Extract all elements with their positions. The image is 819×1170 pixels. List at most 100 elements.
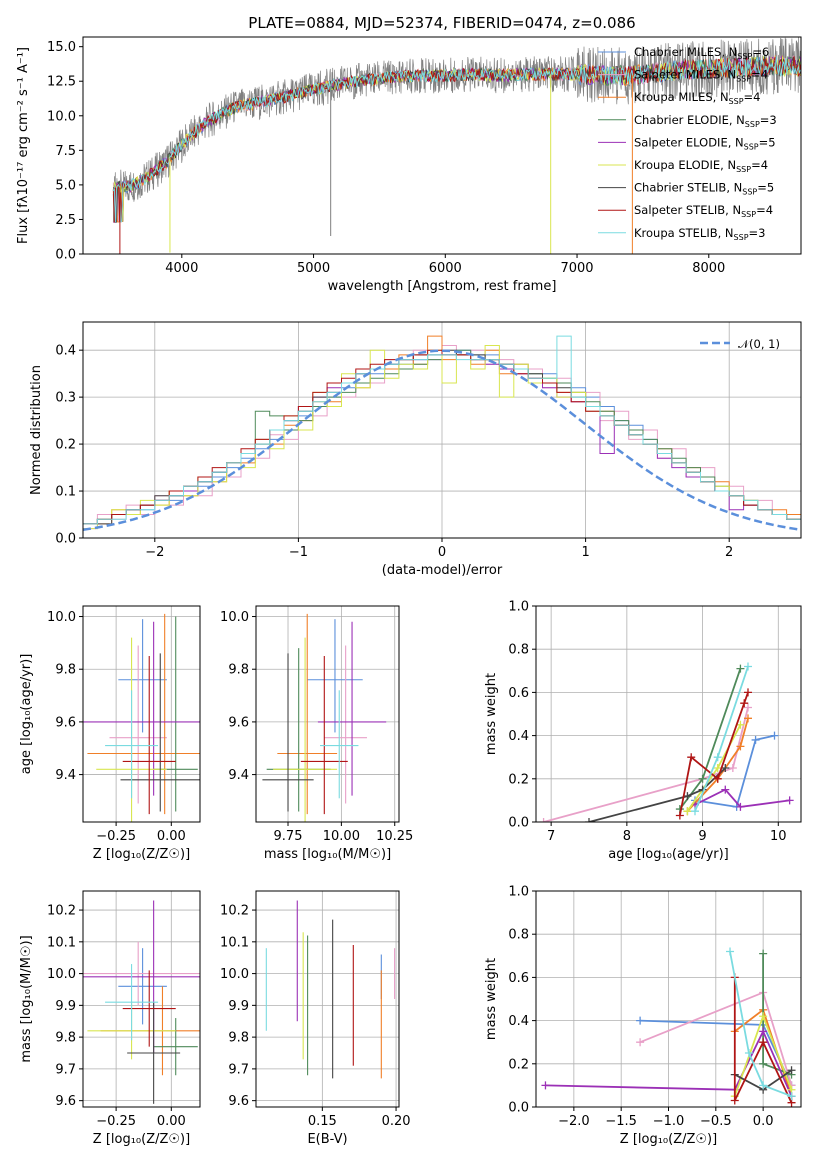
- y-tick-label: 10.0: [220, 610, 249, 625]
- y-tick-label: 10.0: [47, 610, 76, 625]
- plus-marker: [683, 807, 692, 816]
- x-tick-label: 0.00: [157, 829, 186, 844]
- plus-marker: [675, 811, 684, 820]
- plus-marker: [636, 1016, 645, 1025]
- plot-area: [539, 662, 794, 822]
- legend-nssp: =3: [760, 113, 777, 127]
- y-tick-label: 10.2: [220, 904, 249, 919]
- plus-marker: [736, 742, 745, 751]
- axes-frame: [255, 605, 400, 823]
- x-tick-label: 10: [770, 829, 787, 844]
- y-tick-label: 0.6: [508, 971, 529, 986]
- legend-label: Chabrier ELODIE, NSSP=3: [634, 113, 777, 129]
- x-tick-label: 7000: [560, 261, 593, 276]
- y-tick-label: 12.5: [47, 75, 76, 90]
- plus-marker: [744, 714, 752, 723]
- legend-nssp: =4: [744, 90, 761, 104]
- mass-weight-line: [545, 1029, 793, 1097]
- legend-subscript: SSP: [741, 210, 756, 219]
- x-tick-label: −0.25: [96, 1114, 136, 1129]
- plus-marker: [759, 1038, 768, 1047]
- plus-marker: [759, 949, 768, 958]
- legend-subscript: SSP: [744, 142, 759, 151]
- x-tick-label: −0.25: [96, 829, 136, 844]
- y-tick-label: 0.0: [508, 1101, 529, 1116]
- y-tick-label: 0.0: [55, 248, 76, 263]
- legend-subscript: SSP: [736, 165, 751, 174]
- y-tick-label: 9.7: [55, 1062, 76, 1077]
- x-axis-label: mass [log₁₀(M/M☉)]: [264, 847, 391, 862]
- legend-nssp: =4: [756, 203, 773, 217]
- x-axis-label: (data-model)/error: [382, 563, 503, 578]
- mass-weight-line: [694, 734, 775, 808]
- plus-marker: [787, 1066, 796, 1075]
- y-tick-label: 0.4: [55, 344, 76, 359]
- x-tick-label: 8: [623, 829, 631, 844]
- x-tick-label: 1: [581, 545, 589, 560]
- x-tick-label: −2: [145, 545, 164, 560]
- plot-area: [83, 900, 200, 1104]
- y-tick-label: 1.0: [508, 600, 529, 615]
- y-axis-label: mass [log₁₀(M/M☉)]: [19, 935, 34, 1062]
- y-tick-label: 7.5: [55, 144, 76, 159]
- y-axis-label: Normed distribution: [29, 365, 44, 495]
- legend-nssp: =4: [751, 68, 768, 82]
- x-tick-label: 7: [547, 829, 555, 844]
- x-axis-label: Z [log₁₀(Z/Z☉)]: [93, 1132, 190, 1147]
- plus-marker: [683, 792, 692, 801]
- plus-marker: [770, 731, 779, 740]
- legend-subscript: SSP: [742, 188, 757, 197]
- plot-area: [112, 37, 801, 254]
- y-tick-label: 0.3: [55, 391, 76, 406]
- plus-marker: [759, 1012, 768, 1021]
- y-tick-label: 9.6: [228, 1094, 249, 1109]
- plus-marker: [736, 664, 745, 673]
- y-tick-label: 9.6: [55, 1094, 76, 1109]
- plus-marker: [541, 1081, 550, 1090]
- y-tick-label: 0.1: [55, 485, 76, 500]
- y-tick-label: 10.1: [47, 935, 76, 950]
- y-tick-label: 0.2: [508, 772, 529, 787]
- y-tick-label: 0.8: [508, 643, 529, 658]
- legend-label: Chabrier MILES, NSSP=6: [634, 45, 769, 61]
- legend-subscript: SSP: [737, 52, 752, 61]
- plus-marker: [726, 947, 735, 956]
- plus-marker: [759, 1081, 768, 1090]
- plus-marker: [740, 699, 749, 708]
- y-tick-label: 0.0: [508, 816, 529, 831]
- x-tick-label: 6000: [429, 261, 462, 276]
- axes-frame: [535, 605, 802, 823]
- model-spectrum-line: [112, 56, 801, 223]
- legend-nssp: =4: [751, 158, 768, 172]
- x-tick-label: 10.00: [323, 829, 360, 844]
- y-axis-label: Flux [fλ10⁻¹⁷ erg cm⁻² s⁻¹ A⁻¹]: [16, 47, 31, 244]
- y-tick-label: 10.0: [47, 967, 76, 982]
- y-axis-label: age [log₁₀(age/yr)]: [19, 654, 34, 775]
- x-tick-label: −2.0: [558, 1114, 590, 1129]
- y-tick-label: 0.2: [55, 438, 76, 453]
- y-tick-label: 9.8: [228, 1031, 249, 1046]
- x-tick-label: −1: [289, 545, 308, 560]
- plus-marker: [744, 688, 752, 697]
- legend-subscript: SSP: [745, 120, 760, 129]
- y-tick-label: 9.8: [55, 1031, 76, 1046]
- legend-nssp: =3: [749, 226, 766, 240]
- y-tick-label: 1.0: [508, 885, 529, 900]
- y-tick-label: 5.0: [55, 178, 76, 193]
- plot-area: [83, 613, 200, 822]
- y-tick-label: 10.2: [47, 904, 76, 919]
- x-tick-label: −0.5: [700, 1114, 732, 1129]
- residuals-chart: −2 −1 0 1 2 0.0 0.1 0.2 0.3 0.4 (data-model)/error…: [29, 321, 802, 578]
- plus-marker: [713, 774, 722, 783]
- y-tick-label: 15.0: [47, 40, 76, 55]
- x-tick-label: 0.00: [157, 1114, 186, 1129]
- legend-label: Kroupa ELODIE, NSSP=4: [634, 158, 768, 174]
- y-tick-label: 0.2: [508, 1057, 529, 1072]
- x-tick-label: 9.75: [274, 829, 303, 844]
- mass_vs_Z-chart: −0.25 0.00 9.6 9.7 9.8 9.9 10.0 10.1 10.2 Z [log₁…: [19, 890, 201, 1147]
- plot-area: [541, 947, 796, 1107]
- y-tick-label: 9.9: [228, 999, 249, 1014]
- legend-label: 𝒩(0, 1): [738, 337, 780, 351]
- y-tick-label: 10.0: [220, 967, 249, 982]
- x-tick-label: 0.15: [308, 1114, 337, 1129]
